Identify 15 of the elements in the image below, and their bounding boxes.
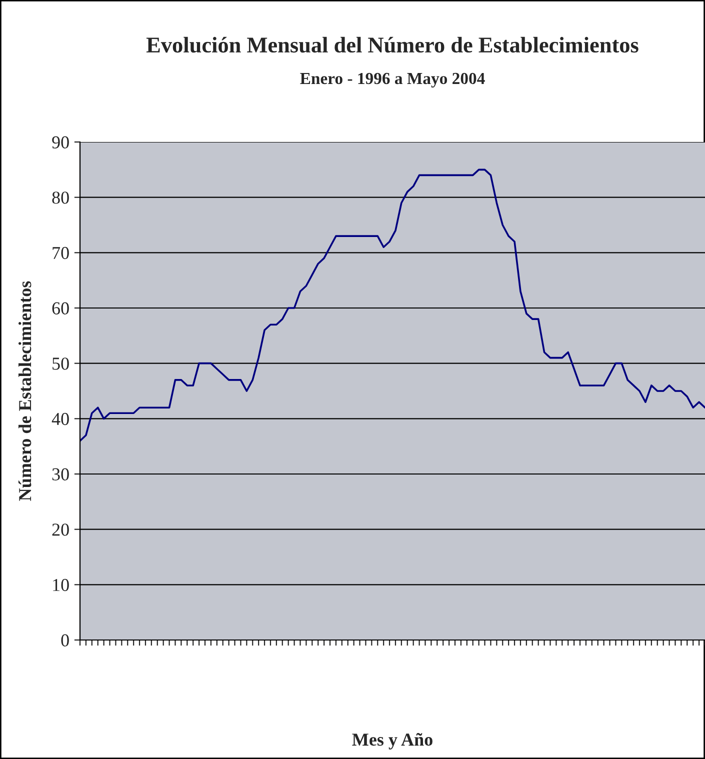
y-axis-title: Número de Establecimientos xyxy=(18,281,32,501)
y-tick-label: 70 xyxy=(52,246,69,260)
y-tick-label: 30 xyxy=(52,468,69,480)
chart-subtitle: Enero - 1996 a Mayo 2004 xyxy=(300,72,485,88)
line-series xyxy=(80,168,705,442)
y-tick-label: 90 xyxy=(52,136,69,148)
y-tick-label: 50 xyxy=(52,358,69,370)
y-tick-label: 10 xyxy=(53,578,69,592)
y-tick-label: 60 xyxy=(52,302,69,314)
y-tick-label: 80 xyxy=(52,192,69,204)
y-tick-label: 0 xyxy=(61,634,69,646)
chart-title: Evolución Mensual del Número de Establecimientos xyxy=(146,36,638,53)
x-axis-title: Mes y Año xyxy=(352,733,432,750)
y-tick-label: 20 xyxy=(52,524,69,536)
y-tick-label: 40 xyxy=(52,412,69,426)
